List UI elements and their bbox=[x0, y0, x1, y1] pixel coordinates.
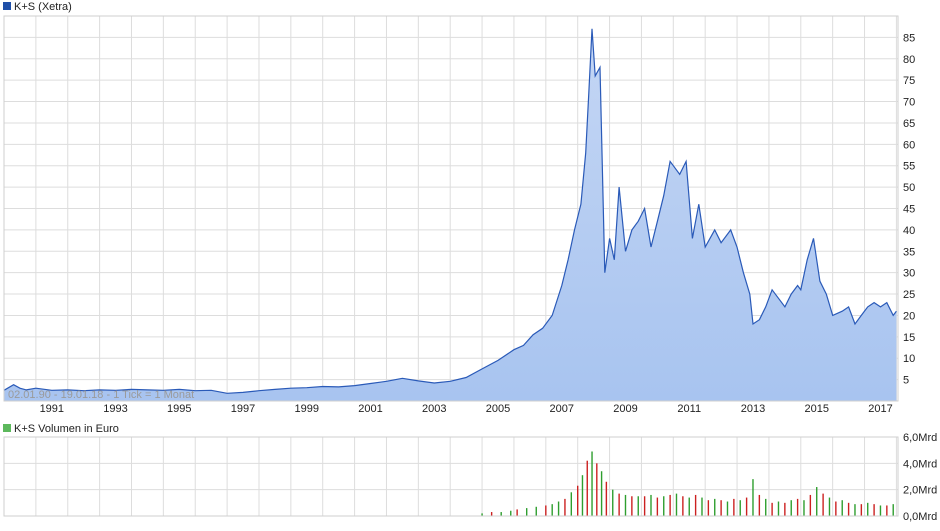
price-x-tick-label: 2001 bbox=[358, 403, 382, 415]
range-label: 02.01.90 - 19.01.18 - 1 Tick = 1 Monat bbox=[8, 389, 194, 401]
price-x-axis: 1991 1993 1995 1997 1999 2001 2003 2005 2007 2009… bbox=[40, 403, 893, 415]
price-y-tick-label: 40 bbox=[903, 225, 915, 237]
volume-legend-label: K+S Volumen in Euro bbox=[14, 423, 119, 435]
price-y-tick-label: 45 bbox=[903, 204, 915, 216]
price-y-tick-label: 55 bbox=[903, 161, 915, 173]
volume-y-tick-label: 0,0Mrd bbox=[903, 511, 937, 523]
price-area bbox=[4, 28, 897, 402]
price-frame bbox=[3, 15, 899, 402]
price-y-tick-label: 85 bbox=[903, 32, 915, 44]
price-y-axis: 5 10 15 20 25 30 35 40 45 50 55 60 65 70 75 80 85 bbox=[903, 32, 915, 386]
price-x-tick-label: 2017 bbox=[868, 403, 892, 415]
volume-y-tick-label: 6,0Mrd bbox=[903, 432, 937, 444]
price-x-tick-label: 2009 bbox=[613, 403, 637, 415]
price-y-tick-label: 70 bbox=[903, 97, 915, 109]
price-y-tick-label: 20 bbox=[903, 310, 915, 322]
price-y-tick-label: 15 bbox=[903, 332, 915, 344]
price-y-tick-label: 80 bbox=[903, 54, 915, 66]
price-y-tick-label: 65 bbox=[903, 118, 915, 130]
price-x-tick-label: 1999 bbox=[295, 403, 319, 415]
price-y-tick-label: 5 bbox=[903, 375, 909, 387]
volume-legend-swatch bbox=[3, 424, 11, 432]
volume-y-axis: 0,0Mrd 2,0Mrd 4,0Mrd 6,0Mrd bbox=[903, 432, 937, 523]
price-x-tick-label: 1993 bbox=[103, 403, 127, 415]
price-y-tick-label: 35 bbox=[903, 246, 915, 258]
price-y-tick-label: 30 bbox=[903, 268, 915, 280]
price-x-tick-label: 2005 bbox=[486, 403, 510, 415]
price-y-tick-label: 25 bbox=[903, 289, 915, 301]
price-x-tick-label: 1995 bbox=[167, 403, 191, 415]
price-y-tick-label: 60 bbox=[903, 139, 915, 151]
price-x-tick-label: 2013 bbox=[741, 403, 765, 415]
price-panel: K+S (Xetra) 02.01.90 - 19.01.18 - 1 Tick… bbox=[3, 1, 915, 415]
price-x-tick-label: 2003 bbox=[422, 403, 446, 415]
price-y-tick-label: 75 bbox=[903, 75, 915, 87]
volume-frame bbox=[3, 436, 899, 517]
price-line bbox=[3, 28, 897, 394]
volume-y-tick-label: 2,0Mrd bbox=[903, 485, 937, 497]
price-x-tick-label: 1997 bbox=[231, 403, 255, 415]
price-x-tick-label: 2007 bbox=[550, 403, 574, 415]
volume-bars bbox=[481, 451, 894, 516]
price-y-tick-label: 10 bbox=[903, 353, 915, 365]
volume-y-tick-label: 4,0Mrd bbox=[903, 458, 937, 470]
price-y-tick-label: 50 bbox=[903, 182, 915, 194]
price-legend-label: K+S (Xetra) bbox=[14, 1, 72, 13]
price-x-tick-label: 1991 bbox=[40, 403, 64, 415]
price-x-tick-label: 2011 bbox=[677, 403, 701, 415]
price-legend-swatch bbox=[3, 2, 11, 10]
price-x-tick-label: 2015 bbox=[804, 403, 828, 415]
volume-grid bbox=[3, 436, 898, 517]
volume-panel: K+S Volumen in Euro 0,0Mrd 2,0Mrd 4,0Mrd 6,… bbox=[3, 423, 937, 523]
